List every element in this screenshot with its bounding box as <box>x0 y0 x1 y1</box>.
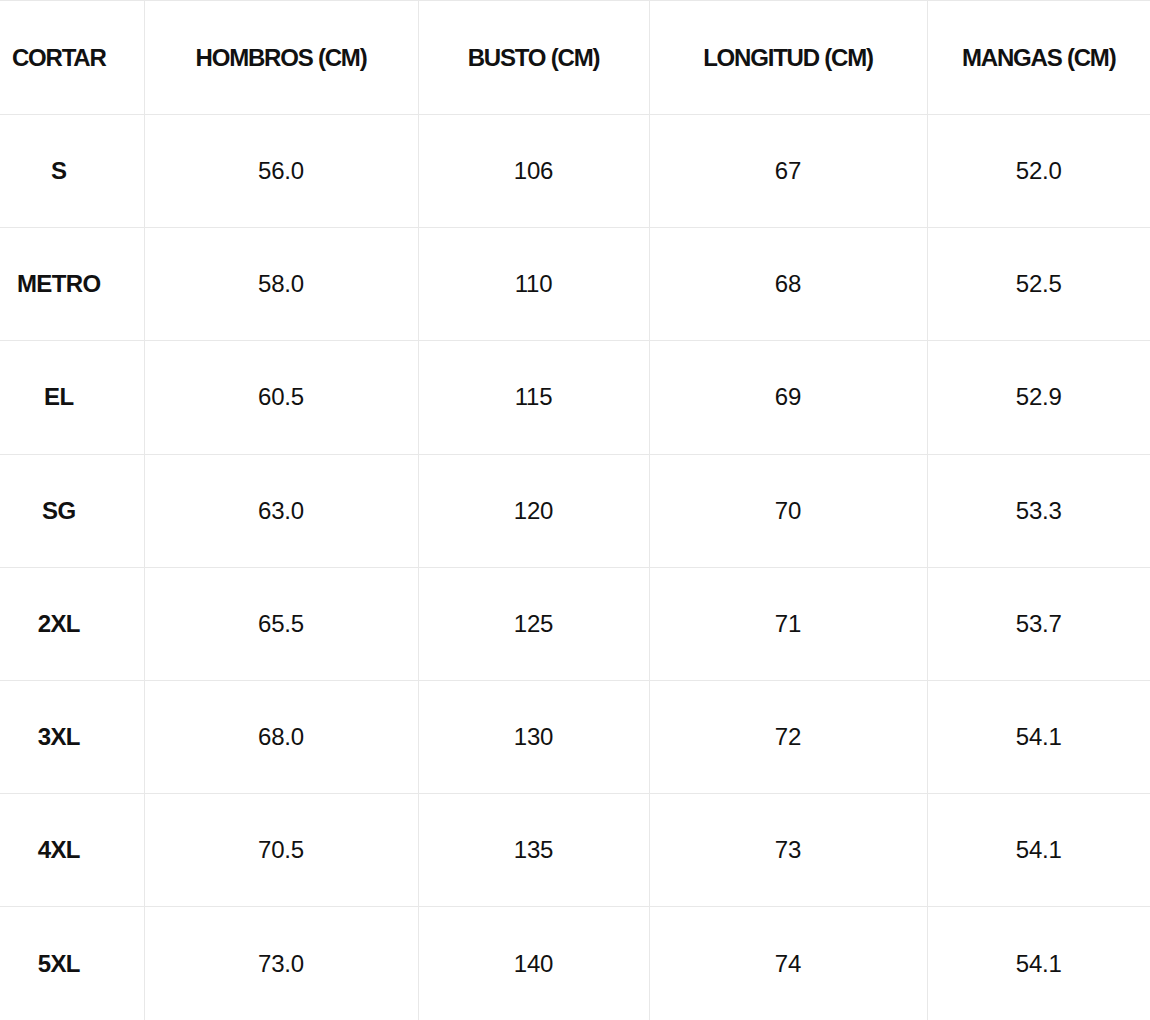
table-row-sg: SG 63.0 120 70 53.3 <box>0 454 1150 567</box>
sleeves-value: 52.9 <box>927 341 1150 454</box>
shoulders-value: 56.0 <box>144 115 418 228</box>
sleeves-value: 52.0 <box>927 115 1150 228</box>
size-label: 5XL <box>0 907 144 1020</box>
bust-value: 130 <box>418 680 649 793</box>
shoulders-value: 63.0 <box>144 454 418 567</box>
column-header-sleeves: MANGAS (CM) <box>927 1 1150 115</box>
bust-value: 120 <box>418 454 649 567</box>
bust-value: 135 <box>418 794 649 907</box>
bust-value: 115 <box>418 341 649 454</box>
sleeves-value: 54.1 <box>927 907 1150 1020</box>
size-label: METRO <box>0 228 144 341</box>
sleeves-value: 52.5 <box>927 228 1150 341</box>
column-header-length: LONGITUD (CM) <box>649 1 927 115</box>
table-row-2xl: 2XL 65.5 125 71 53.7 <box>0 567 1150 680</box>
table-row-3xl: 3XL 68.0 130 72 54.1 <box>0 680 1150 793</box>
bust-value: 110 <box>418 228 649 341</box>
length-value: 72 <box>649 680 927 793</box>
shoulders-value: 58.0 <box>144 228 418 341</box>
table-row-5xl: 5XL 73.0 140 74 54.1 <box>0 907 1150 1020</box>
size-label: EL <box>0 341 144 454</box>
column-header-size: CORTAR <box>0 1 144 115</box>
length-value: 69 <box>649 341 927 454</box>
shoulders-value: 60.5 <box>144 341 418 454</box>
shoulders-value: 73.0 <box>144 907 418 1020</box>
sleeves-value: 54.1 <box>927 680 1150 793</box>
table-row-s: S 56.0 106 67 52.0 <box>0 115 1150 228</box>
size-label: 4XL <box>0 794 144 907</box>
shoulders-value: 68.0 <box>144 680 418 793</box>
table-row-el: EL 60.5 115 69 52.9 <box>0 341 1150 454</box>
sleeves-value: 53.7 <box>927 567 1150 680</box>
shoulders-value: 70.5 <box>144 794 418 907</box>
bust-value: 106 <box>418 115 649 228</box>
size-chart-body: S 56.0 106 67 52.0 METRO 58.0 110 68 52.… <box>0 115 1150 1020</box>
table-row-metro: METRO 58.0 110 68 52.5 <box>0 228 1150 341</box>
sleeves-value: 53.3 <box>927 454 1150 567</box>
size-label: 3XL <box>0 680 144 793</box>
size-label: S <box>0 115 144 228</box>
size-chart-header: CORTAR HOMBROS (CM) BUSTO (CM) LONGITUD … <box>0 1 1150 115</box>
column-header-shoulders: HOMBROS (CM) <box>144 1 418 115</box>
column-header-bust: BUSTO (CM) <box>418 1 649 115</box>
length-value: 73 <box>649 794 927 907</box>
length-value: 71 <box>649 567 927 680</box>
length-value: 67 <box>649 115 927 228</box>
length-value: 68 <box>649 228 927 341</box>
sleeves-value: 54.1 <box>927 794 1150 907</box>
size-label: SG <box>0 454 144 567</box>
table-row-4xl: 4XL 70.5 135 73 54.1 <box>0 794 1150 907</box>
length-value: 70 <box>649 454 927 567</box>
header-row: CORTAR HOMBROS (CM) BUSTO (CM) LONGITUD … <box>0 1 1150 115</box>
shoulders-value: 65.5 <box>144 567 418 680</box>
size-label: 2XL <box>0 567 144 680</box>
length-value: 74 <box>649 907 927 1020</box>
bust-value: 140 <box>418 907 649 1020</box>
bust-value: 125 <box>418 567 649 680</box>
size-chart-table: CORTAR HOMBROS (CM) BUSTO (CM) LONGITUD … <box>0 0 1150 1020</box>
